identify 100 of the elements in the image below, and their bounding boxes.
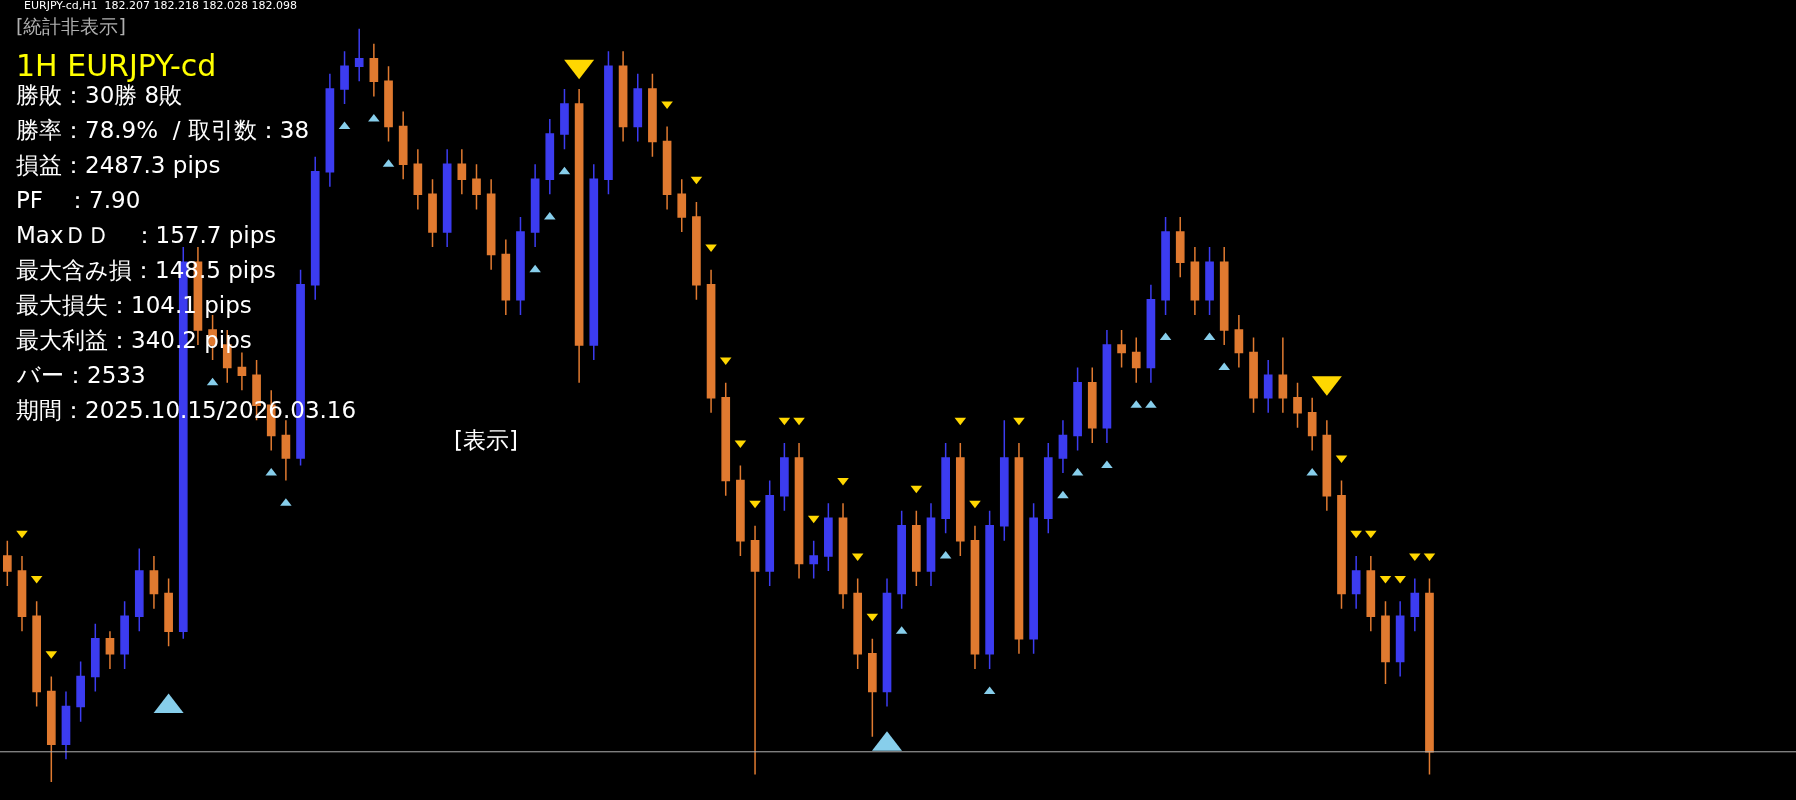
candlestick [1395, 600, 1405, 678]
candlestick [398, 110, 408, 181]
candlestick [340, 50, 349, 105]
candlestick [76, 660, 85, 723]
candlestick [61, 690, 71, 761]
candlestick [413, 148, 423, 211]
candlestick [824, 502, 833, 572]
candlestick [530, 163, 540, 248]
candlestick [1131, 336, 1141, 384]
candlestick [897, 509, 907, 610]
candlestick [1087, 366, 1097, 444]
candlestick [648, 73, 657, 158]
annotation: 1H EURJPY-cd [16, 48, 217, 83]
candlestick [999, 419, 1009, 542]
candlestick [1351, 555, 1361, 610]
candlestick [1014, 442, 1024, 655]
candlestick [1381, 600, 1390, 685]
candlestick [618, 50, 628, 143]
candlestick [809, 540, 819, 580]
candlestick [955, 442, 965, 557]
candlestick [1102, 329, 1112, 444]
candlestick [765, 479, 775, 587]
point [793, 417, 805, 426]
candlestick [1117, 329, 1126, 369]
annotation: PF ：7.90 [16, 187, 141, 213]
candlestick [442, 148, 452, 248]
candlestick [516, 216, 525, 316]
candlestick [1073, 366, 1082, 452]
annotation: 勝敗：30勝 8敗 [16, 82, 183, 108]
candlestick [1263, 359, 1273, 414]
candlestick [354, 27, 364, 83]
candlestick [384, 65, 393, 143]
candlestick [1205, 246, 1214, 316]
candlestick [1278, 336, 1288, 414]
candlestick [1190, 246, 1200, 316]
annotation: MaxＤＤ ：157.7 pips [16, 222, 277, 248]
candlestick [164, 577, 173, 648]
candlestick [721, 381, 731, 497]
candlestick [46, 675, 56, 783]
candlestick [750, 525, 760, 776]
candlestick [1307, 396, 1317, 452]
candlestick [1293, 381, 1302, 429]
point [1350, 530, 1362, 539]
candlestick [868, 638, 877, 738]
candlestick [310, 155, 320, 301]
candlestick [1161, 216, 1170, 316]
candlestick [17, 555, 27, 633]
point [1365, 530, 1377, 539]
candlestick [1175, 216, 1185, 278]
candlestick [237, 351, 247, 391]
candlestick [1366, 555, 1376, 633]
candlestick [838, 502, 848, 610]
point [1101, 460, 1113, 469]
candlestick [970, 525, 980, 670]
candlestick [120, 600, 129, 670]
candlestick [457, 148, 467, 196]
annotation: [統計非表示] [16, 15, 126, 37]
candlestick [501, 238, 511, 316]
candlestick [794, 442, 804, 580]
candlestick [1425, 577, 1434, 776]
annotation: 勝率：78.9% / 取引数：38 [16, 117, 310, 143]
candlestick [369, 42, 379, 98]
candlestick [134, 547, 144, 633]
candlestick [926, 502, 936, 587]
annotation: [表示] [454, 427, 518, 453]
candlestick [941, 442, 950, 535]
candlestick [1029, 502, 1038, 655]
point [1013, 417, 1025, 426]
candlestick [911, 509, 921, 587]
candlestick [149, 555, 159, 610]
candlestick [1337, 479, 1346, 610]
candlestick [736, 464, 745, 557]
candlestick [2, 540, 12, 587]
candlestick [472, 163, 481, 211]
candlestick [1058, 419, 1068, 474]
point [969, 500, 981, 509]
candlestick [985, 509, 994, 670]
point [1057, 490, 1069, 499]
candlestick [1322, 419, 1332, 512]
annotation: 損益：2487.3 pips [16, 152, 221, 178]
annotation: バー：2533 [16, 362, 146, 388]
candlestick [677, 178, 687, 233]
candlestick [90, 622, 100, 693]
candlestick [574, 88, 584, 384]
candlestick [428, 178, 437, 248]
candlestick [1043, 442, 1053, 535]
candlestick [560, 88, 569, 150]
candlestick [1146, 284, 1156, 384]
candlestick [32, 600, 41, 708]
candlestick [1219, 246, 1229, 346]
candlestick [633, 73, 643, 143]
candlestick [882, 577, 892, 708]
candlestick [589, 163, 599, 361]
candlestick [853, 577, 863, 670]
candlestick [780, 442, 789, 512]
candlestick [662, 125, 672, 211]
candlestick [545, 118, 555, 196]
point [529, 264, 541, 273]
candlestick [1410, 577, 1420, 633]
candlestick [706, 268, 716, 414]
